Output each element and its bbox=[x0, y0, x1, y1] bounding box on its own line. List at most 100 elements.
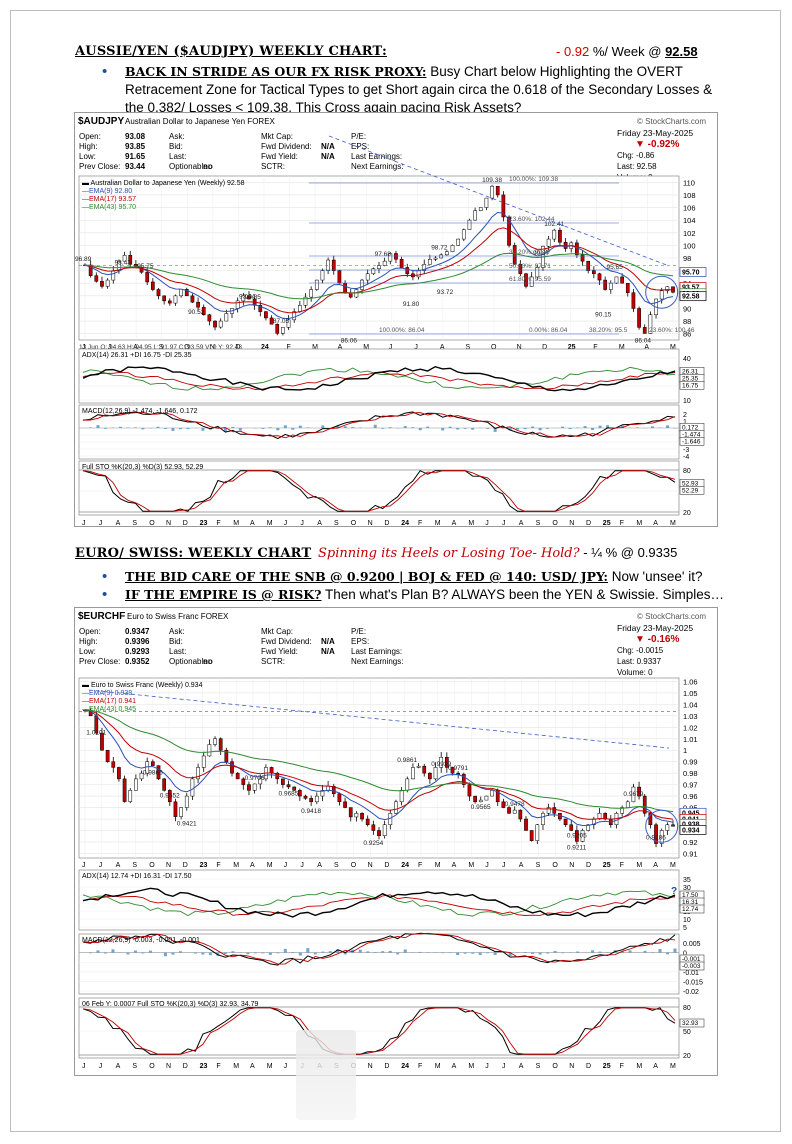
sto-label: 06 Feb Y: 0.0007 Full STO %K(20,3) %D(3)… bbox=[82, 1001, 259, 1008]
bottom-x-tick: S bbox=[334, 520, 339, 526]
macd-histogram-bar bbox=[223, 952, 227, 955]
candle-body bbox=[247, 784, 251, 791]
price-x-tick: M bbox=[233, 862, 239, 869]
candle-body bbox=[128, 255, 133, 265]
candle-body bbox=[179, 289, 183, 297]
chart-change-pct: ▼ -0.92% bbox=[635, 139, 679, 150]
macd-label: MACD(12,26,9) -1.474, -1.646, 0.172 bbox=[82, 408, 198, 415]
candle-body bbox=[331, 786, 336, 795]
bottom-x-tick: N bbox=[368, 1063, 373, 1070]
info-cell: Low: bbox=[79, 647, 96, 656]
sto-panel-frame bbox=[78, 997, 680, 1059]
bottom-x-tick: A bbox=[653, 1063, 658, 1070]
bottom-x-tick: N bbox=[166, 520, 171, 526]
quote-chg: Chg: -0.0015 bbox=[617, 646, 664, 655]
macd-histogram-bar bbox=[388, 427, 392, 428]
candle-body bbox=[648, 813, 653, 826]
macd-histogram-bar bbox=[298, 425, 302, 428]
price-annotation: 0.9706 bbox=[245, 775, 265, 782]
candle-body bbox=[433, 767, 438, 780]
candle-body bbox=[591, 270, 596, 275]
macd-tag: -1.474 bbox=[682, 431, 701, 438]
macd-histogram-bar bbox=[276, 428, 280, 431]
price-y-tick: 0.99 bbox=[683, 758, 698, 767]
macd-tag: -0.001 bbox=[682, 956, 701, 963]
price-x-tick: A bbox=[519, 862, 524, 869]
candle-body bbox=[150, 761, 155, 766]
price-annotation: 0.9254 bbox=[363, 840, 383, 847]
price-legend-entry: —EMA(9) 0.938 bbox=[82, 690, 132, 697]
sto-tag: 52.29 bbox=[682, 487, 699, 494]
info-cell: 93.85 bbox=[125, 142, 146, 151]
info-cell: Mkt Cap: bbox=[261, 627, 293, 636]
macd-y-tick: -4 bbox=[683, 454, 689, 461]
price-x-tick: J bbox=[389, 344, 393, 351]
bottom-x-tick: M bbox=[670, 1063, 676, 1070]
sto-tag: 32.93 bbox=[682, 1020, 699, 1027]
bottom-x-tick: 25 bbox=[603, 1063, 611, 1070]
price-y-tick: 0.98 bbox=[683, 769, 698, 778]
adx-panel-frame bbox=[78, 869, 680, 931]
candle-body bbox=[569, 824, 574, 831]
chart-name: Euro to Swiss Franc FOREX bbox=[127, 612, 229, 621]
price-x-tick: J bbox=[414, 344, 418, 351]
fib-label: 38.20%: 99.87 bbox=[509, 249, 551, 256]
price-x-tick: S bbox=[536, 862, 541, 869]
ema-line bbox=[84, 709, 674, 813]
price-annotation: 0.9791 bbox=[448, 765, 468, 772]
candle-body bbox=[399, 259, 404, 268]
info-cell: Last: bbox=[169, 152, 186, 161]
info-cell: Last: bbox=[169, 647, 186, 656]
fib-label: 100.00%: 109.38 bbox=[509, 176, 559, 183]
candle-body bbox=[281, 778, 285, 785]
price-legend-entry: —EMA(17) 0.941 bbox=[82, 698, 136, 705]
sto-y-tick: 80 bbox=[683, 468, 691, 475]
price-annotation: 98.43 bbox=[115, 259, 132, 266]
price-annotation: 0.9421 bbox=[177, 821, 197, 828]
macd-histogram-bar bbox=[628, 950, 632, 953]
candle-body bbox=[371, 268, 376, 275]
fib-label: 38.20%: 95.5 bbox=[589, 327, 628, 334]
candle-body bbox=[286, 319, 291, 328]
candle-body bbox=[518, 264, 523, 275]
bottom-x-tick: A bbox=[250, 1063, 255, 1070]
bottom-x-tick: F bbox=[418, 520, 422, 526]
bottom-x-tick: D bbox=[384, 520, 389, 526]
macd-histogram-bar bbox=[336, 426, 340, 428]
macd-histogram-bar bbox=[546, 952, 550, 954]
macd-histogram-bar bbox=[576, 951, 580, 953]
price-x-tick: F bbox=[620, 862, 624, 869]
candle-body bbox=[490, 790, 494, 797]
candle-body bbox=[580, 830, 585, 842]
macd-histogram-bar bbox=[673, 948, 677, 953]
price-x-tick: F bbox=[216, 862, 220, 869]
candle-body bbox=[405, 267, 410, 275]
bottom-x-tick: A bbox=[653, 520, 658, 526]
candle-body bbox=[439, 756, 444, 768]
section2-bullet2-title: IF THE EMPIRE IS @ RISK? bbox=[125, 587, 322, 602]
candle-body bbox=[224, 749, 229, 762]
bottom-x-tick: D bbox=[183, 520, 188, 526]
candle-body bbox=[173, 295, 178, 304]
bottom-x-tick: D bbox=[586, 520, 591, 526]
section1-price: 92.58 bbox=[665, 44, 698, 59]
bottom-x-tick: 25 bbox=[603, 520, 611, 526]
candle-body bbox=[354, 813, 359, 818]
adx-y-tick: 30 bbox=[683, 885, 691, 892]
bottom-x-tick: J bbox=[502, 1063, 506, 1070]
section2-change: - ¼ % @ 0.9335 bbox=[579, 545, 678, 560]
volume-label: 13 Jun O: 94.63 H: 94.95 L: 91.97 C: 93.… bbox=[79, 344, 242, 351]
macd-histogram-bar bbox=[103, 952, 107, 954]
macd-signal-line bbox=[82, 932, 676, 965]
candle-body bbox=[360, 813, 364, 820]
adx-tag: 25.35 bbox=[682, 375, 699, 382]
candle-body bbox=[297, 305, 302, 312]
candle-body bbox=[671, 824, 675, 827]
price-legend-entry: —EMA(9) 92.80 bbox=[82, 188, 132, 195]
price-tag: 95.70 bbox=[682, 270, 700, 277]
sto-label: Full STO %K(20,3) %D(3) 52.93, 52.29 bbox=[82, 464, 203, 471]
section1-bullet-text: Busy Chart below Highlighting the OVERT … bbox=[125, 64, 713, 115]
macd-histogram-bar bbox=[321, 425, 325, 428]
macd-histogram-bar bbox=[456, 952, 460, 956]
adx-note: ? bbox=[671, 886, 677, 897]
